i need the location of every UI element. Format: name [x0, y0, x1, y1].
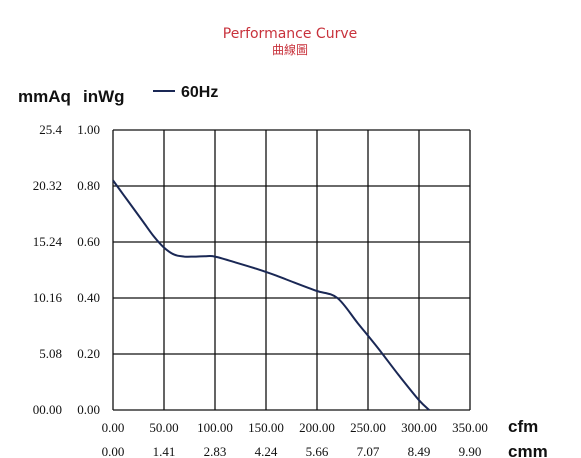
x-tick-label-cmm: 4.24 — [255, 444, 278, 458]
x-tick-label-cmm: 2.83 — [204, 444, 227, 458]
y-tick-label-mmaq: 10.16 — [33, 290, 63, 305]
x-tick-label-cmm: 0.00 — [102, 444, 125, 458]
x-tick-label-cfm: 150.00 — [248, 420, 284, 435]
x-axis-label-cmm: cmm — [508, 442, 548, 458]
y-tick-label-inwg: 0.40 — [77, 290, 100, 305]
y-axis-label-inwg: inWg — [83, 87, 125, 106]
y-tick-label-inwg: 0.60 — [77, 234, 100, 249]
series-line-60hz — [112, 179, 430, 411]
x-tick-label-cfm: 0.00 — [102, 420, 125, 435]
x-tick-label-cfm: 100.00 — [197, 420, 233, 435]
legend-label-60hz: 60Hz — [181, 84, 218, 101]
x-ticks: 0.00 0.00 50.00 1.41 100.00 2.83 150.00 4.24 200… — [102, 420, 488, 458]
y-tick-label-mmaq: 00.00 — [33, 402, 62, 417]
x-axis-label-cfm: cfm — [508, 417, 538, 436]
x-tick-label-cmm: 7.07 — [357, 444, 380, 458]
chart-subtitle: 曲線圖 — [272, 42, 308, 57]
x-tick-label-cmm: 5.66 — [306, 444, 329, 458]
y-tick-label-inwg: 1.00 — [77, 122, 100, 137]
x-tick-label-cmm: 8.49 — [408, 444, 431, 458]
y-ticks: 0.00 00.00 0.20 5.08 0.40 10.16 0.60 15.24 0.80 2… — [33, 122, 100, 417]
x-tick-label-cmm: 1.41 — [153, 444, 176, 458]
y-tick-label-mmaq: 20.32 — [33, 178, 62, 193]
y-tick-label-mmaq: 15.24 — [33, 234, 63, 249]
y-tick-label-mmaq: 5.08 — [39, 346, 62, 361]
y-tick-label-inwg: 0.20 — [77, 346, 100, 361]
y-tick-label-mmaq: 25.4 — [39, 122, 62, 137]
x-tick-label-cfm: 250.00 — [350, 420, 386, 435]
x-tick-label-cfm: 300.00 — [401, 420, 437, 435]
y-tick-label-inwg: 0.00 — [77, 402, 100, 417]
y-tick-label-inwg: 0.80 — [77, 178, 100, 193]
x-tick-label-cfm: 350.00 — [452, 420, 488, 435]
grid — [112, 129, 471, 411]
x-tick-label-cmm: 9.90 — [459, 444, 482, 458]
x-tick-label-cfm: 200.00 — [299, 420, 335, 435]
chart-title: Performance Curve — [223, 26, 357, 42]
x-tick-label-cfm: 50.00 — [149, 420, 178, 435]
y-axis-label-mmaq: mmAq — [18, 87, 71, 106]
